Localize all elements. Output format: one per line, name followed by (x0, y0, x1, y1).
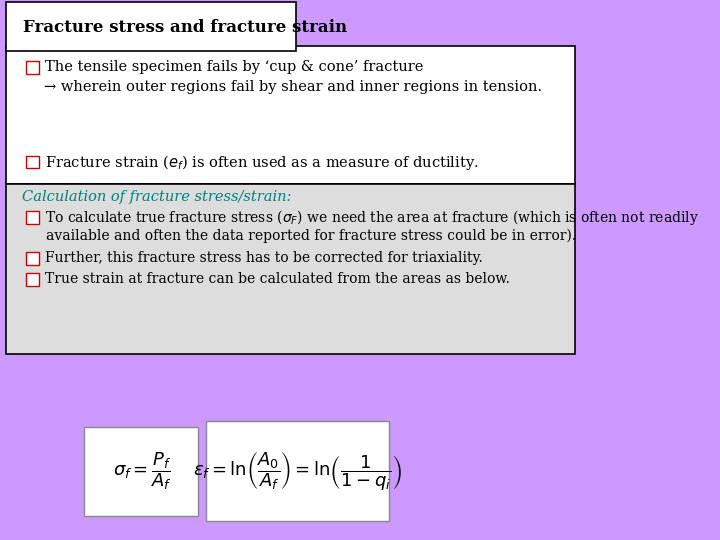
Bar (26, 156, 39, 168)
FancyBboxPatch shape (6, 2, 297, 51)
Text: Calculation of fracture stress/strain:: Calculation of fracture stress/strain: (22, 190, 292, 204)
Text: $\sigma_f = \dfrac{P_f}{A_f}$: $\sigma_f = \dfrac{P_f}{A_f}$ (113, 450, 172, 492)
Bar (26, 273, 39, 286)
Text: Fracture stress and fracture strain: Fracture stress and fracture strain (23, 18, 347, 36)
Text: To calculate true fracture stress ($\sigma_F$) we need the area at fracture (whi: To calculate true fracture stress ($\sig… (45, 207, 698, 227)
FancyBboxPatch shape (84, 427, 197, 516)
Text: $\varepsilon_f = \ln\!\left(\dfrac{A_0}{A_f}\right) = \ln\!\left(\dfrac{1}{1-q_i: $\varepsilon_f = \ln\!\left(\dfrac{A_0}{… (193, 450, 403, 492)
Text: True strain at fracture can be calculated from the areas as below.: True strain at fracture can be calculate… (45, 272, 510, 286)
Text: available and often the data reported for fracture stress could be in error).: available and often the data reported fo… (46, 229, 576, 243)
Bar (26, 211, 39, 224)
Text: → wherein outer regions fail by shear and inner regions in tension.: → wherein outer regions fail by shear an… (44, 80, 541, 94)
FancyBboxPatch shape (6, 184, 575, 354)
FancyBboxPatch shape (6, 46, 575, 184)
Text: Fracture strain ($e_f$) is often used as a measure of ductility.: Fracture strain ($e_f$) is often used as… (45, 152, 478, 172)
FancyBboxPatch shape (207, 421, 390, 521)
Bar (26, 252, 39, 265)
Bar (26, 61, 39, 74)
Text: Further, this fracture stress has to be corrected for triaxiality.: Further, this fracture stress has to be … (45, 251, 482, 265)
Text: The tensile specimen fails by ‘cup & cone’ fracture: The tensile specimen fails by ‘cup & con… (45, 60, 423, 75)
